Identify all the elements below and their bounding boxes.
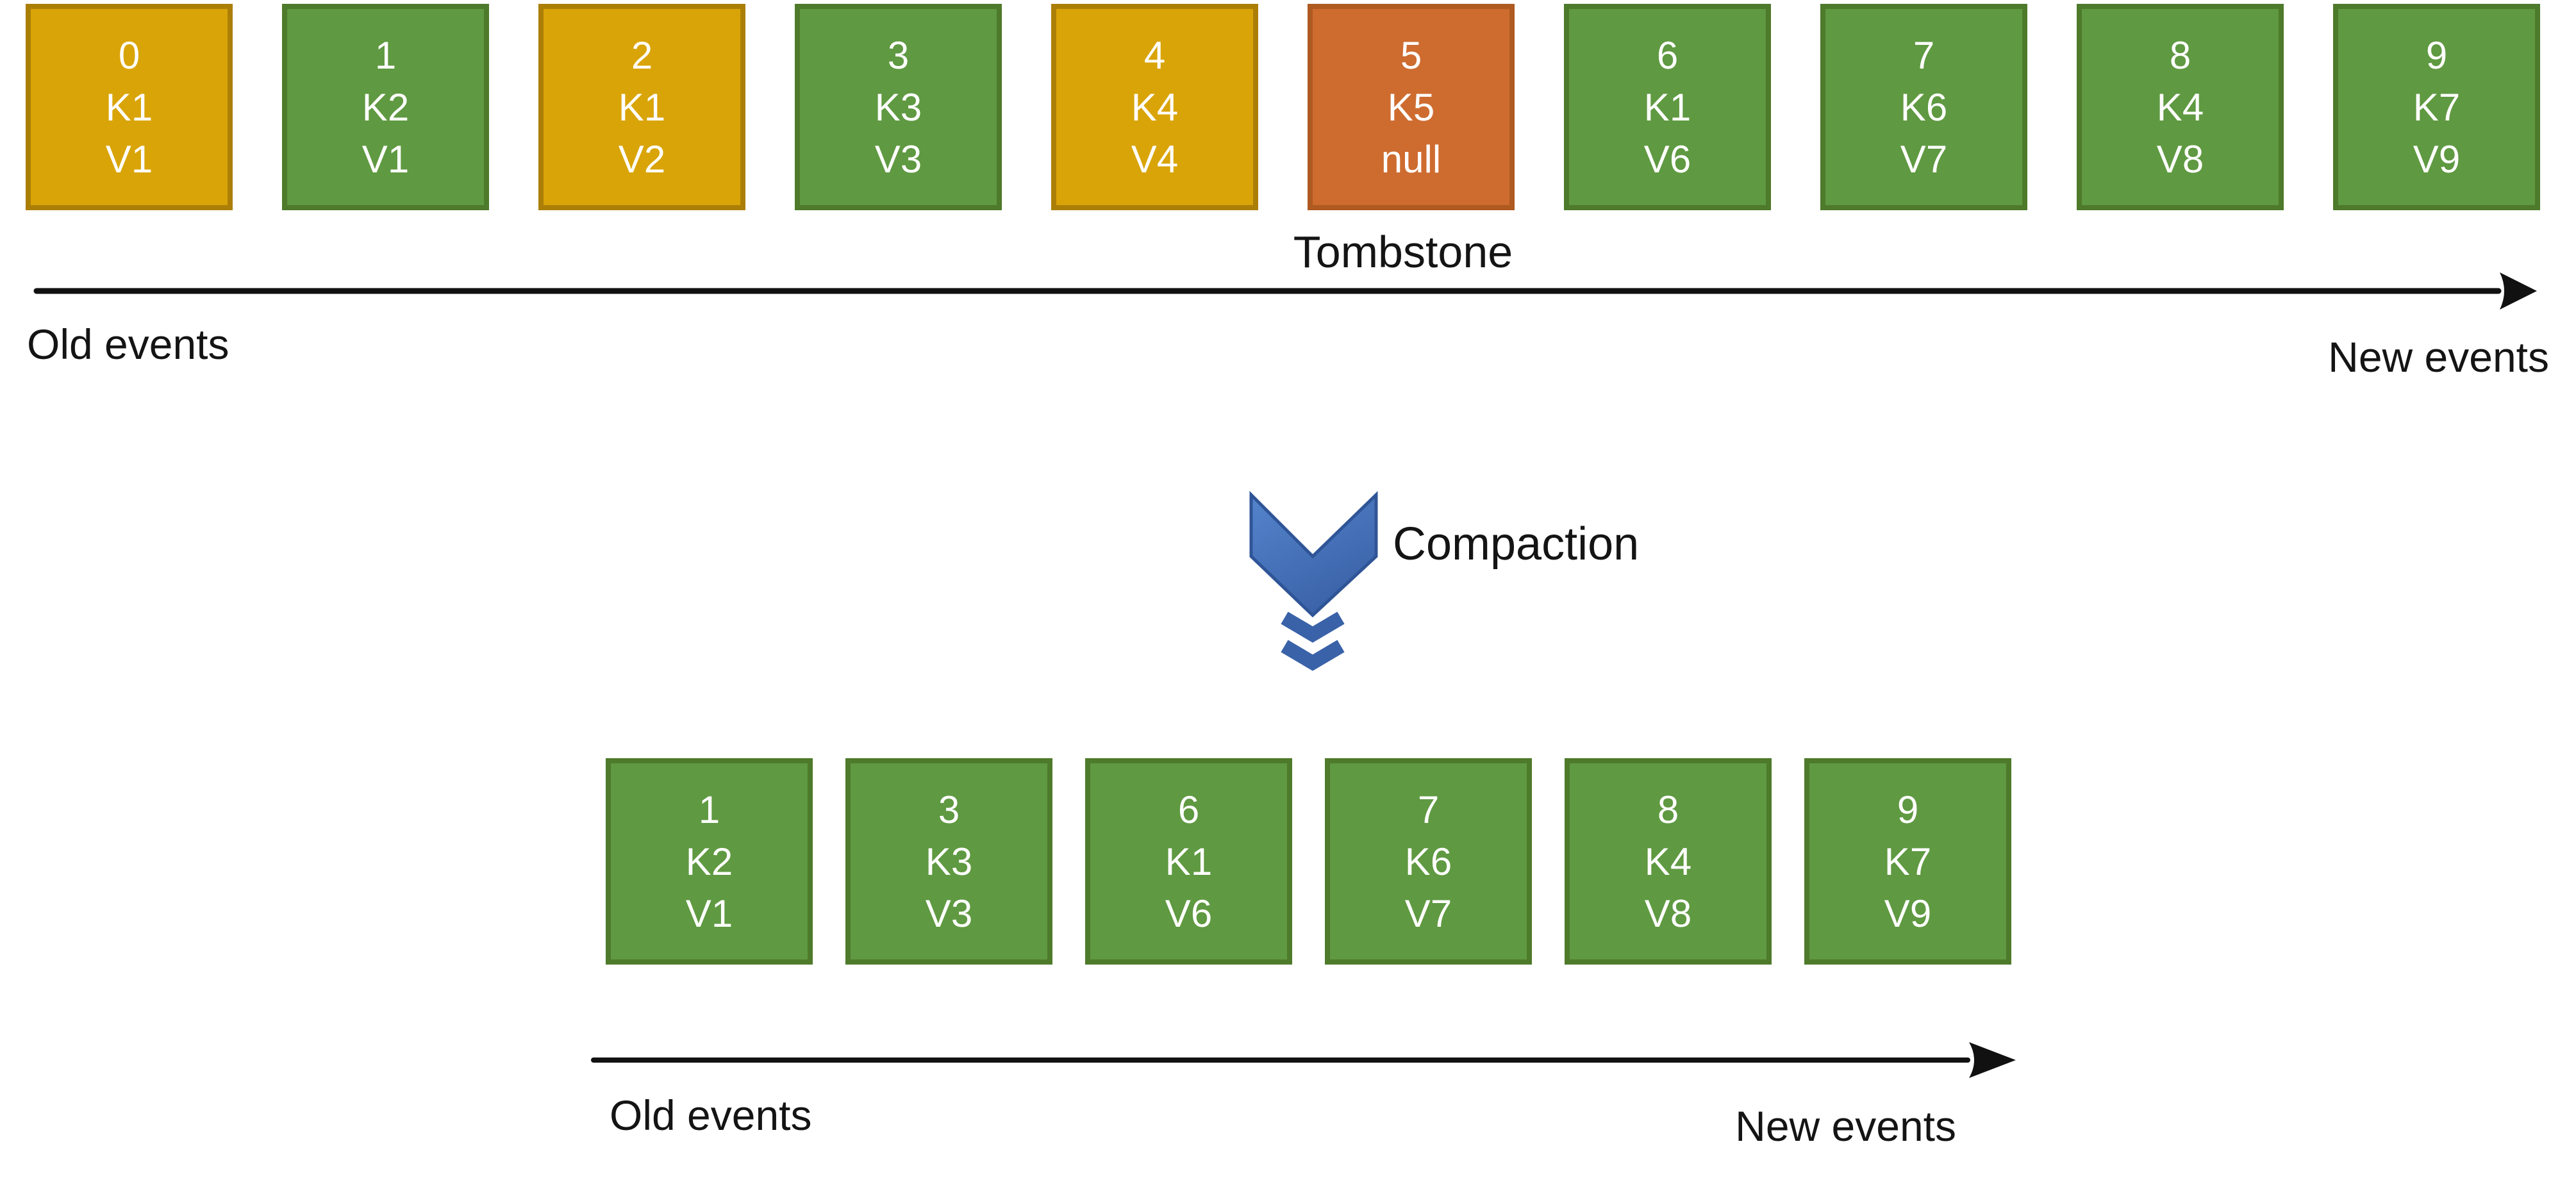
compaction-arrow-icon bbox=[1249, 490, 1378, 671]
event-value: V9 bbox=[2413, 137, 2461, 181]
event-box-0: 0 K1 V1 bbox=[26, 4, 233, 210]
event-box-4: 4 K4 V4 bbox=[1051, 4, 1258, 210]
event-offset: 0 bbox=[118, 33, 140, 77]
event-offset: 6 bbox=[1656, 33, 1679, 77]
event-key: K4 bbox=[1644, 840, 1692, 883]
event-value: V8 bbox=[2156, 137, 2204, 181]
event-offset: 7 bbox=[1417, 788, 1440, 831]
event-box-7: 7 K6 V7 bbox=[1820, 4, 2027, 210]
timeline-arrow-top bbox=[33, 272, 2537, 310]
event-value: V4 bbox=[1131, 137, 1179, 181]
event-value: V1 bbox=[361, 137, 410, 181]
event-offset: 1 bbox=[698, 788, 720, 831]
timeline-arrow-bottom bbox=[591, 1042, 2016, 1078]
event-value: V2 bbox=[618, 137, 666, 181]
compaction-label: Compaction bbox=[1393, 518, 1640, 570]
event-box-6: 6 K1 V6 bbox=[1564, 4, 1771, 210]
compacted-box-9: 9 K7 V9 bbox=[1804, 758, 2011, 965]
event-box-1: 1 K2 V1 bbox=[282, 4, 489, 210]
event-value: V7 bbox=[1900, 137, 1948, 181]
event-offset: 8 bbox=[1657, 788, 1679, 831]
event-key: K3 bbox=[925, 840, 973, 883]
event-offset: 9 bbox=[1897, 788, 1919, 831]
event-box-9: 9 K7 V9 bbox=[2333, 4, 2540, 210]
event-key: K7 bbox=[1884, 840, 1932, 883]
event-offset: 6 bbox=[1177, 788, 1200, 831]
tombstone-label: Tombstone bbox=[1293, 227, 1513, 277]
event-value: V3 bbox=[925, 892, 973, 935]
event-key: K4 bbox=[2156, 85, 2204, 129]
event-key: K1 bbox=[105, 85, 153, 129]
event-key: K2 bbox=[685, 840, 733, 883]
event-value: V8 bbox=[1644, 892, 1692, 935]
event-value: V3 bbox=[874, 137, 922, 181]
event-value: V7 bbox=[1404, 892, 1452, 935]
event-offset: 4 bbox=[1143, 33, 1166, 77]
event-key: K4 bbox=[1131, 85, 1179, 129]
event-value: V1 bbox=[685, 892, 733, 935]
event-box-2: 2 K1 V2 bbox=[538, 4, 745, 210]
event-offset: 9 bbox=[2425, 33, 2448, 77]
compacted-box-1: 1 K2 V1 bbox=[606, 758, 813, 965]
event-offset: 7 bbox=[1913, 33, 1935, 77]
event-key: K7 bbox=[2413, 85, 2461, 129]
event-value: null bbox=[1381, 137, 1442, 181]
compacted-box-7: 7 K6 V7 bbox=[1325, 758, 1532, 965]
compacted-box-8: 8 K4 V8 bbox=[1565, 758, 1772, 965]
new-events-label-bottom: New events bbox=[1735, 1102, 1956, 1150]
event-offset: 3 bbox=[938, 788, 960, 831]
event-value: V9 bbox=[1884, 892, 1932, 935]
event-key: K3 bbox=[874, 85, 922, 129]
event-offset: 3 bbox=[887, 33, 910, 77]
compacted-box-6: 6 K1 V6 bbox=[1085, 758, 1292, 965]
event-key: K6 bbox=[1900, 85, 1948, 129]
event-key: K5 bbox=[1387, 85, 1435, 129]
event-box-8: 8 K4 V8 bbox=[2077, 4, 2284, 210]
event-offset: 2 bbox=[631, 33, 653, 77]
old-events-label-bottom: Old events bbox=[610, 1091, 812, 1139]
event-offset: 1 bbox=[374, 33, 397, 77]
event-offset: 5 bbox=[1400, 33, 1422, 77]
event-value: V6 bbox=[1643, 137, 1691, 181]
event-key: K1 bbox=[1165, 840, 1213, 883]
event-key: K1 bbox=[1643, 85, 1691, 129]
new-events-label-top: New events bbox=[2328, 333, 2549, 381]
event-box-3: 3 K3 V3 bbox=[795, 4, 1002, 210]
event-key: K1 bbox=[618, 85, 666, 129]
event-offset: 8 bbox=[2169, 33, 2191, 77]
event-value: V6 bbox=[1165, 892, 1213, 935]
old-events-label-top: Old events bbox=[27, 320, 229, 368]
event-key: K2 bbox=[361, 85, 410, 129]
event-value: V1 bbox=[105, 137, 153, 181]
compacted-box-3: 3 K3 V3 bbox=[845, 758, 1052, 965]
event-box-5-tombstone: 5 K5 null bbox=[1308, 4, 1515, 210]
event-key: K6 bbox=[1404, 840, 1452, 883]
